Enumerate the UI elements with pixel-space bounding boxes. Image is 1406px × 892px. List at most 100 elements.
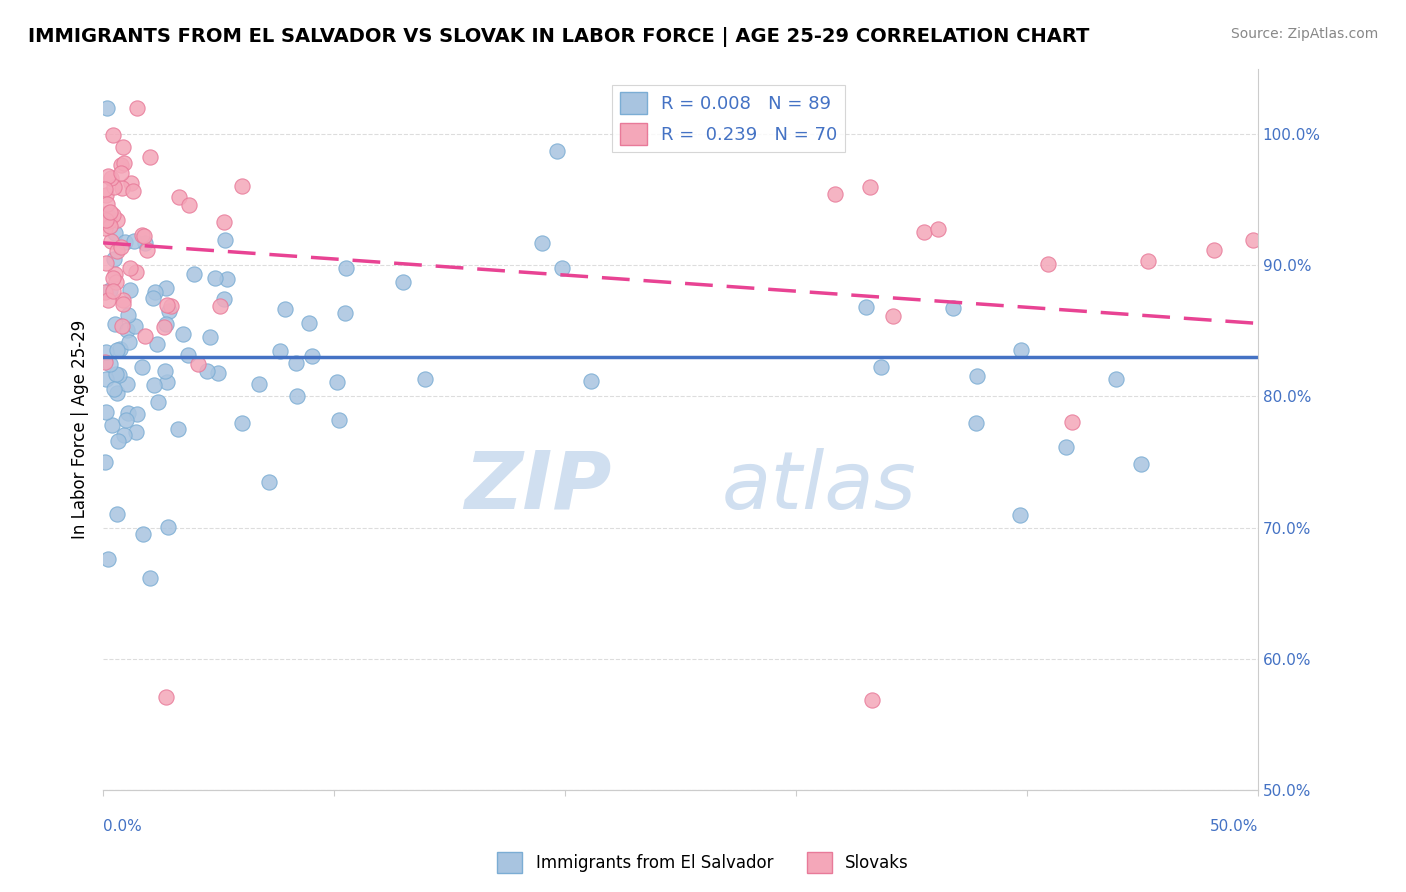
Point — [287, 389, 309, 403]
Point — [125, 265, 148, 279]
Point — [132, 526, 155, 541]
Point — [156, 520, 179, 534]
Point — [1062, 415, 1084, 429]
Point — [94, 285, 117, 299]
Point — [105, 385, 128, 400]
Point — [110, 240, 132, 254]
Point — [94, 182, 117, 196]
Point — [101, 271, 124, 285]
Point — [111, 140, 134, 154]
Point — [1054, 440, 1077, 454]
Point — [530, 236, 553, 251]
Text: 0.0%: 0.0% — [103, 819, 142, 834]
Point — [1010, 343, 1032, 357]
Point — [215, 272, 238, 286]
Point — [157, 304, 180, 318]
Point — [912, 225, 935, 239]
Point — [105, 507, 128, 521]
Point — [172, 326, 194, 341]
Point — [97, 209, 120, 223]
Point — [110, 166, 132, 180]
Point — [105, 244, 128, 259]
Point — [1375, 260, 1398, 275]
Point — [105, 213, 128, 227]
Point — [927, 221, 949, 235]
Point — [96, 101, 118, 115]
Point — [273, 302, 295, 317]
Point — [177, 348, 200, 362]
Point — [392, 275, 415, 289]
Point — [413, 372, 436, 386]
Point — [94, 211, 117, 225]
Point — [124, 318, 146, 333]
Point — [155, 690, 177, 705]
Point — [177, 198, 200, 212]
Point — [139, 571, 162, 585]
Point — [212, 215, 235, 229]
Point — [1104, 371, 1126, 385]
Point — [259, 475, 281, 490]
Point — [965, 416, 987, 430]
Point — [96, 404, 118, 418]
Point — [104, 226, 127, 240]
Point — [146, 337, 169, 351]
Point — [115, 377, 138, 392]
Point — [98, 357, 121, 371]
Point — [824, 186, 846, 201]
Point — [155, 281, 177, 295]
Point — [118, 335, 141, 350]
Point — [97, 293, 120, 308]
Point — [112, 156, 135, 170]
Point — [333, 306, 356, 320]
Legend: Immigrants from El Salvador, Slovaks: Immigrants from El Salvador, Slovaks — [491, 846, 915, 880]
Point — [247, 376, 270, 391]
Text: ZIP: ZIP — [464, 448, 612, 526]
Point — [155, 364, 177, 378]
Point — [96, 372, 118, 386]
Point — [284, 356, 307, 370]
Point — [124, 425, 146, 440]
Point — [134, 328, 156, 343]
Point — [204, 271, 226, 285]
Text: atlas: atlas — [721, 448, 917, 526]
Point — [94, 220, 117, 235]
Point — [231, 416, 253, 430]
Point — [269, 344, 291, 359]
Point — [94, 355, 117, 369]
Point — [103, 128, 125, 142]
Point — [100, 234, 122, 248]
Point — [101, 417, 124, 432]
Point — [105, 367, 128, 381]
Point — [325, 375, 347, 389]
Point — [1129, 457, 1152, 471]
Point — [96, 197, 118, 211]
Point — [214, 233, 236, 247]
Point — [1010, 508, 1032, 522]
Point — [198, 329, 221, 343]
Point — [94, 255, 117, 269]
Point — [115, 413, 138, 427]
Point — [97, 169, 120, 183]
Point — [103, 382, 125, 396]
Point — [107, 434, 129, 448]
Point — [98, 205, 121, 219]
Point — [111, 181, 134, 195]
Point — [131, 227, 153, 242]
Legend: R = 0.008   N = 89, R =  0.239   N = 70: R = 0.008 N = 89, R = 0.239 N = 70 — [613, 85, 845, 153]
Point — [118, 260, 141, 275]
Point — [187, 357, 209, 371]
Point — [127, 407, 149, 421]
Point — [183, 267, 205, 281]
Point — [105, 343, 128, 358]
Point — [97, 214, 120, 228]
Point — [966, 369, 988, 384]
Point — [115, 323, 138, 337]
Point — [112, 293, 135, 307]
Point — [153, 319, 176, 334]
Point — [860, 692, 883, 706]
Point — [208, 299, 231, 313]
Point — [882, 309, 904, 323]
Point — [120, 176, 142, 190]
Point — [328, 413, 350, 427]
Point — [207, 366, 229, 380]
